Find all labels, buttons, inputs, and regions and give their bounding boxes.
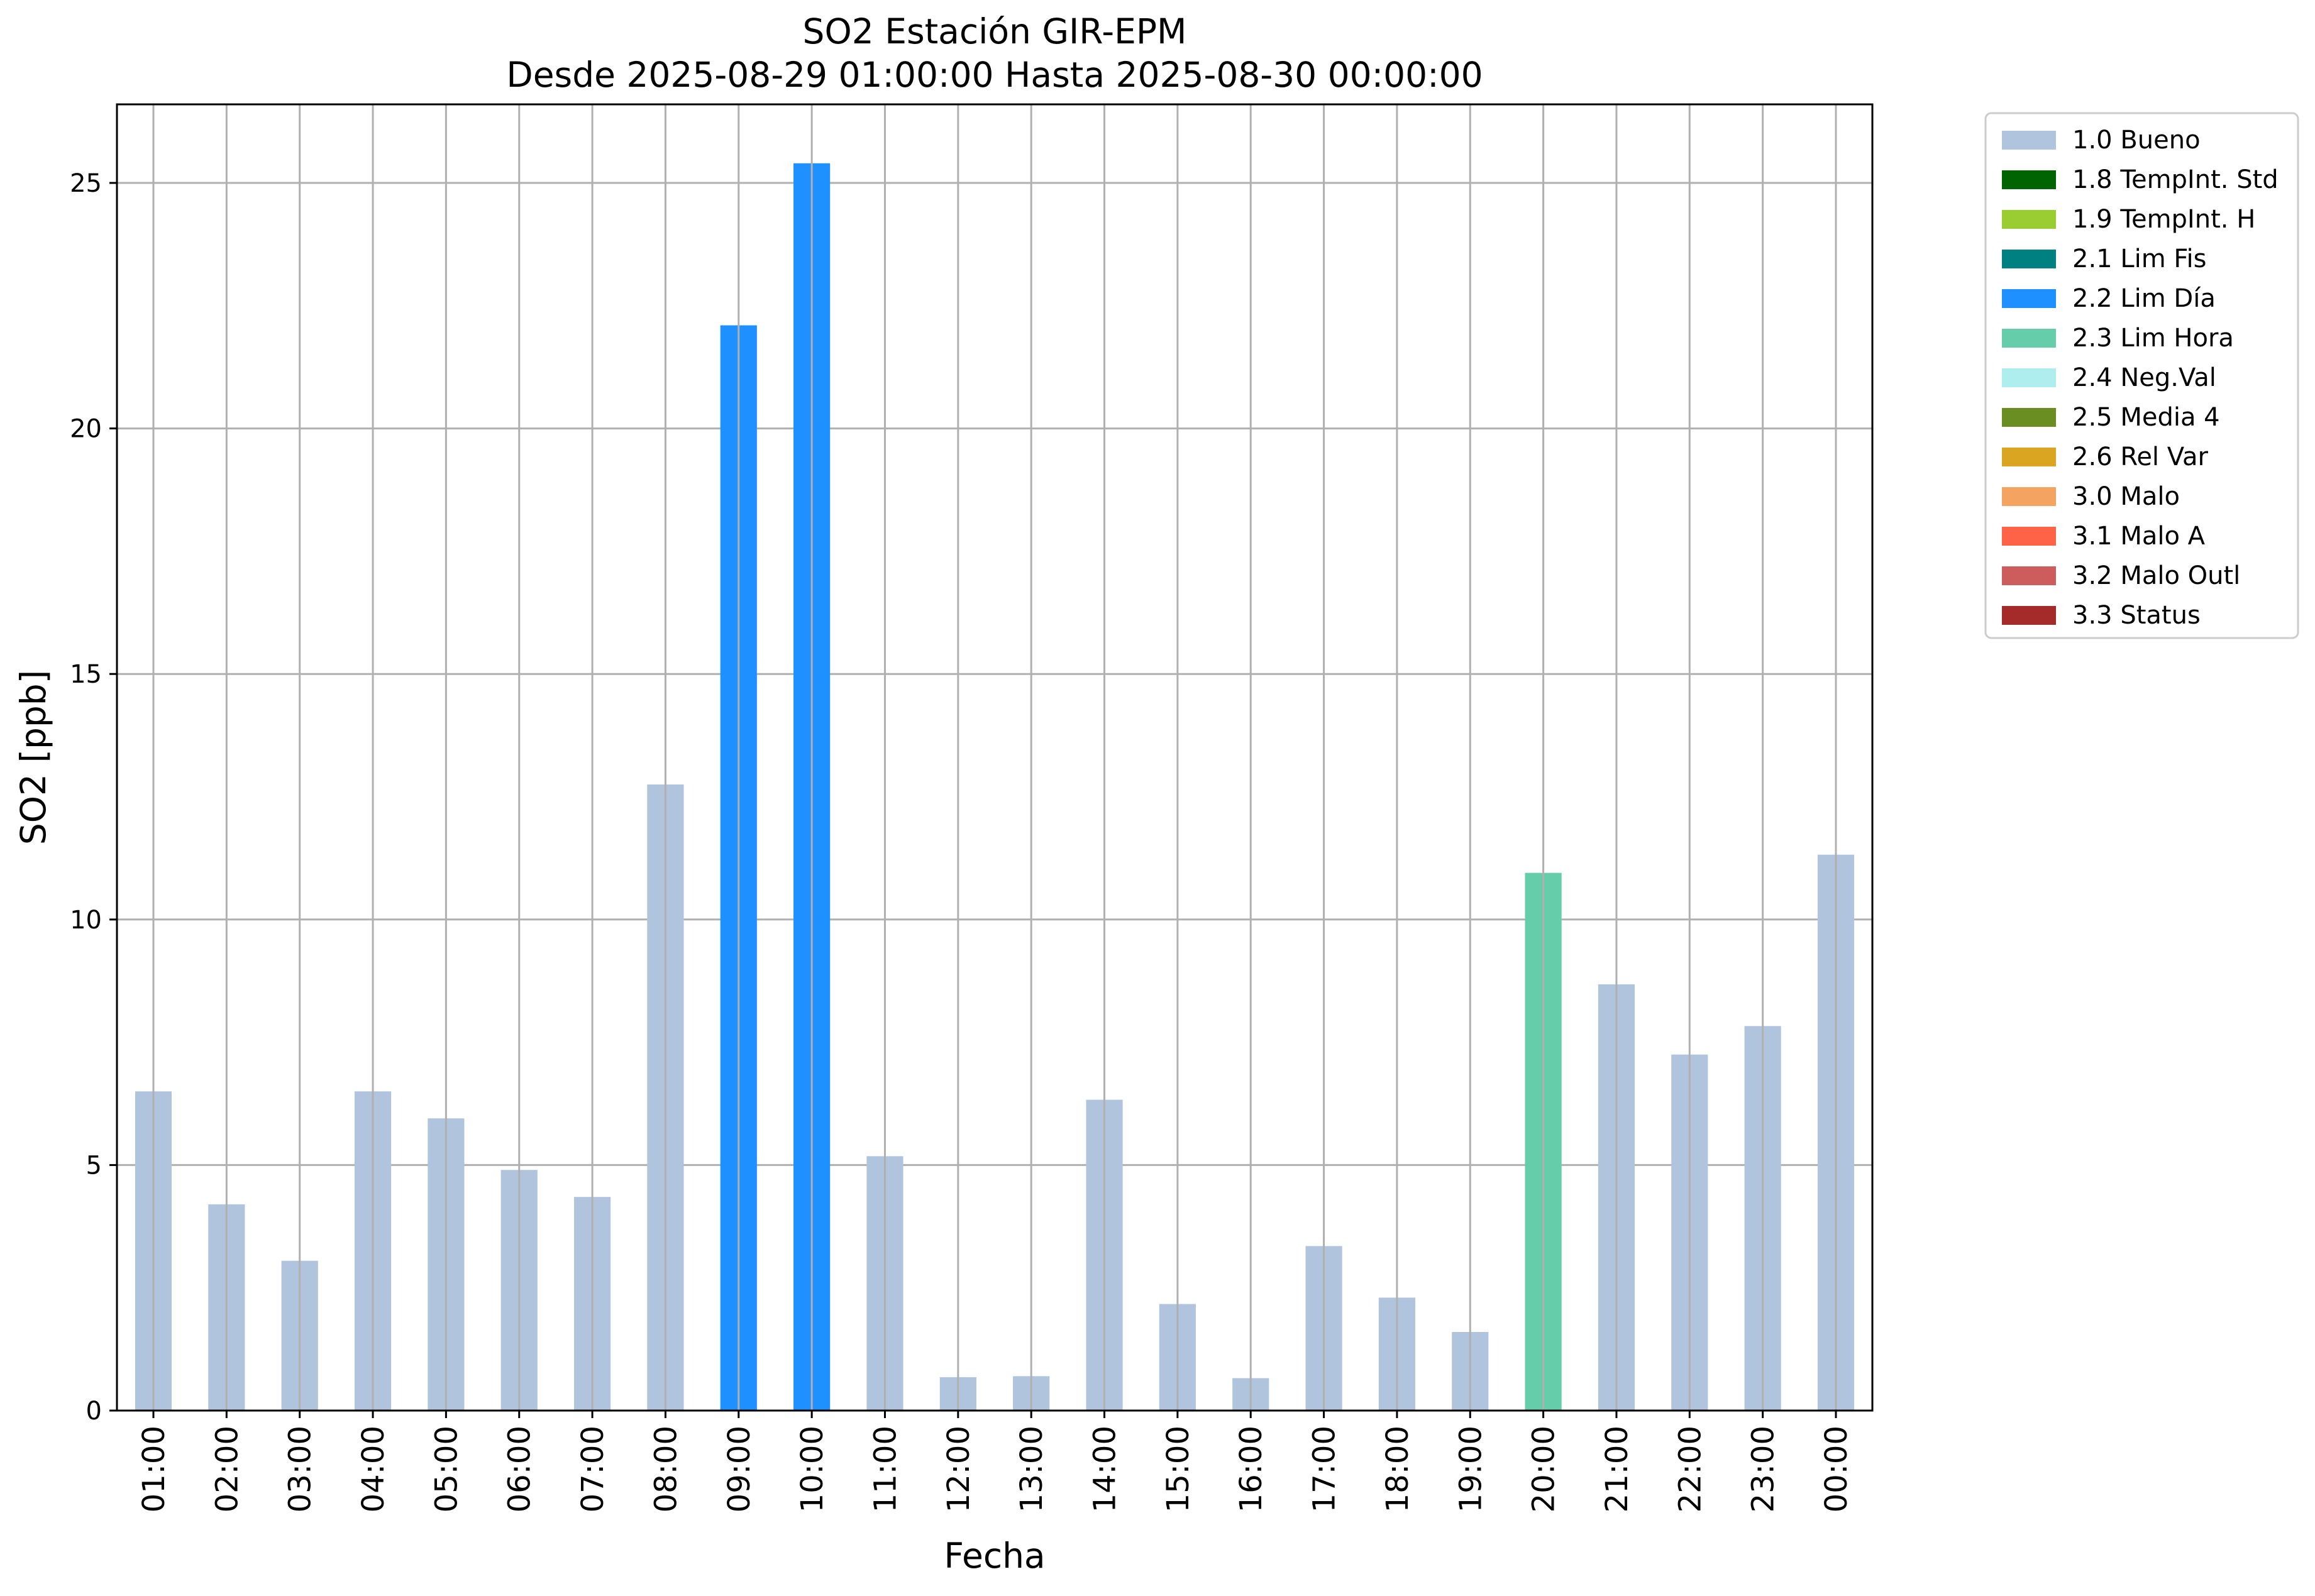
x-tick-label: 11:00 [868,1426,903,1512]
x-tick-label: 05:00 [429,1426,464,1512]
x-axis-ticks: 01:00 02:00 03:00 04:00 05:00 06:00 07:00 08:00… [136,1411,1854,1512]
x-tick-label: 22:00 [1672,1426,1708,1512]
legend: 1.0 Bueno 1.8 TempInt. Std 1.9 TempInt. H 2… [1984,112,2299,639]
x-tick-label: 02:00 [209,1426,245,1512]
chart-title: SO2 Estación GIR-EPM [803,11,1187,52]
x-tick-label: 09:00 [722,1426,757,1512]
x-tick-label: 01:00 [136,1426,172,1512]
x-tick-label: 21:00 [1600,1426,1635,1512]
legend-label: 1.8 TempInt. Std [2072,165,2279,194]
y-tick-label: 0 [86,1397,102,1426]
legend-label: 2.2 Lim Día [2072,284,2216,313]
x-tick-label: 18:00 [1380,1426,1415,1512]
y-axis-ticks: 0 5 10 15 20 25 [70,169,117,1426]
legend-swatch [2002,448,2056,466]
chart-subtitle: Desde 2025-08-29 01:00:00 Hasta 2025-08-… [506,55,1483,95]
legend-swatch [2002,566,2056,585]
y-tick-label: 15 [70,660,102,689]
x-tick-label: 10:00 [795,1426,830,1512]
legend-swatch [2002,170,2056,189]
plot-frame [116,103,1874,1412]
legend-label: 1.0 Bueno [2072,126,2201,155]
legend-label: 2.3 Lim Hora [2072,324,2234,353]
legend-swatch [2002,329,2056,348]
vertical-grid-lines [152,104,1837,1411]
x-tick-label: 04:00 [356,1426,391,1512]
legend-label: 1.9 TempInt. H [2072,205,2255,234]
legend-swatch [2002,487,2056,506]
bars [135,163,1855,1411]
legend-swatch [2002,131,2056,150]
legend-label: 3.1 Malo A [2072,522,2206,551]
x-tick-label: 23:00 [1746,1426,1781,1512]
x-tick-label: 07:00 [575,1426,611,1512]
legend-label: 2.1 Lim Fis [2072,245,2206,273]
x-tick-label: 17:00 [1307,1426,1342,1512]
legend-frame [1984,112,2299,639]
x-tick-label: 19:00 [1453,1426,1488,1512]
x-tick-label: 15:00 [1161,1426,1196,1512]
x-tick-label: 03:00 [283,1426,318,1512]
legend-swatch [2002,527,2056,546]
x-tick-label: 14:00 [1088,1426,1123,1512]
x-tick-label: 12:00 [941,1426,976,1512]
x-tick-label: 13:00 [1014,1426,1049,1512]
legend-label: 2.4 Neg.Val [2072,363,2216,392]
y-tick-label: 20 [70,415,102,444]
x-tick-label: 06:00 [502,1426,538,1512]
legend-swatch [2002,289,2056,308]
legend-label: 2.6 Rel Var [2072,443,2209,471]
x-tick-label: 16:00 [1234,1426,1269,1512]
legend-swatch [2002,250,2056,268]
legend-swatch [2002,606,2056,625]
legend-label: 3.2 Malo Outl [2072,561,2240,590]
y-tick-label: 10 [70,906,102,935]
legend-swatch [2002,210,2056,229]
x-axis-label: Fecha [944,1536,1045,1576]
legend-swatch [2002,368,2056,387]
legend-label: 3.0 Malo [2072,482,2180,511]
x-tick-label: 00:00 [1819,1426,1854,1512]
legend-label: 3.3 Status [2072,601,2201,630]
legend-label: 2.5 Media 4 [2072,403,2220,432]
legend-swatch [2002,408,2056,427]
x-tick-label: 08:00 [648,1426,683,1512]
y-tick-label: 5 [86,1151,102,1180]
x-tick-label: 20:00 [1527,1426,1562,1512]
y-tick-label: 25 [70,169,102,198]
y-axis-label: SO2 [ppb] [13,670,53,845]
